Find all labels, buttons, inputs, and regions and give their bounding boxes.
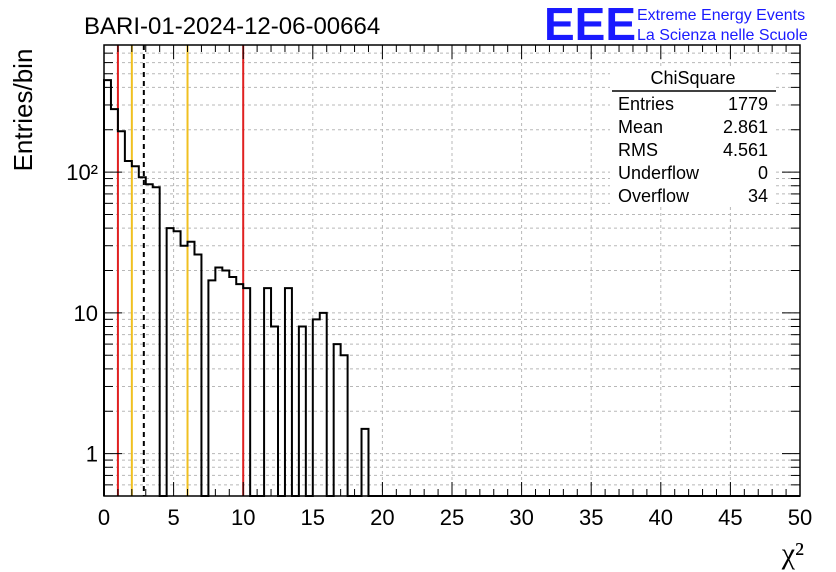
x-tick-label: 50: [788, 505, 812, 530]
logo-line-1: Extreme Energy Events: [637, 7, 805, 24]
y-tick-label: 10: [74, 301, 98, 326]
x-tick-label: 45: [718, 505, 742, 530]
stats-value-entries: 1779: [728, 94, 768, 114]
x-tick-label: 40: [649, 505, 673, 530]
stats-box: ChiSquare Entries 1779 Mean 2.861 RMS 4.…: [610, 66, 776, 206]
x-tick-label: 0: [98, 505, 110, 530]
eee-logo: EEE Extreme Energy Events La Scienza nel…: [544, 0, 808, 50]
y-axis-label: Entries/bin: [8, 49, 38, 172]
stats-title: ChiSquare: [650, 68, 735, 88]
y-tick-label: 1: [86, 442, 98, 467]
stats-value-rms: 4.561: [723, 140, 768, 160]
y-tick-label: 10²: [66, 160, 98, 185]
x-tick-label: 15: [301, 505, 325, 530]
stats-label-entries: Entries: [618, 94, 674, 114]
x-tick-label: 30: [509, 505, 533, 530]
x-tick-label: 35: [579, 505, 603, 530]
x-tick-label: 25: [440, 505, 464, 530]
stats-box-background: [610, 66, 776, 206]
logo-line-2: La Scienza nelle Scuole: [637, 27, 808, 44]
x-tick-label: 10: [231, 505, 255, 530]
logo-mark: EEE: [544, 0, 636, 50]
stats-value-underflow: 0: [758, 163, 768, 183]
x-tick-label: 20: [370, 505, 394, 530]
stats-value-mean: 2.861: [723, 117, 768, 137]
x-axis: 0 5 10 15 20 25 30 35 40 45 50: [98, 45, 812, 530]
x-axis-label: χ²: [781, 537, 804, 570]
y-axis: 1 10 10²: [66, 44, 800, 497]
stats-label-mean: Mean: [618, 117, 663, 137]
chart-title: BARI-01-2024-12-06-00664: [84, 13, 380, 40]
stats-label-underflow: Underflow: [618, 163, 700, 183]
stats-label-overflow: Overflow: [618, 186, 690, 206]
x-tick-label: 5: [167, 505, 179, 530]
reference-lines: [116, 45, 245, 496]
stats-label-rms: RMS: [618, 140, 658, 160]
grid: [104, 44, 800, 497]
stats-value-overflow: 34: [748, 186, 768, 206]
